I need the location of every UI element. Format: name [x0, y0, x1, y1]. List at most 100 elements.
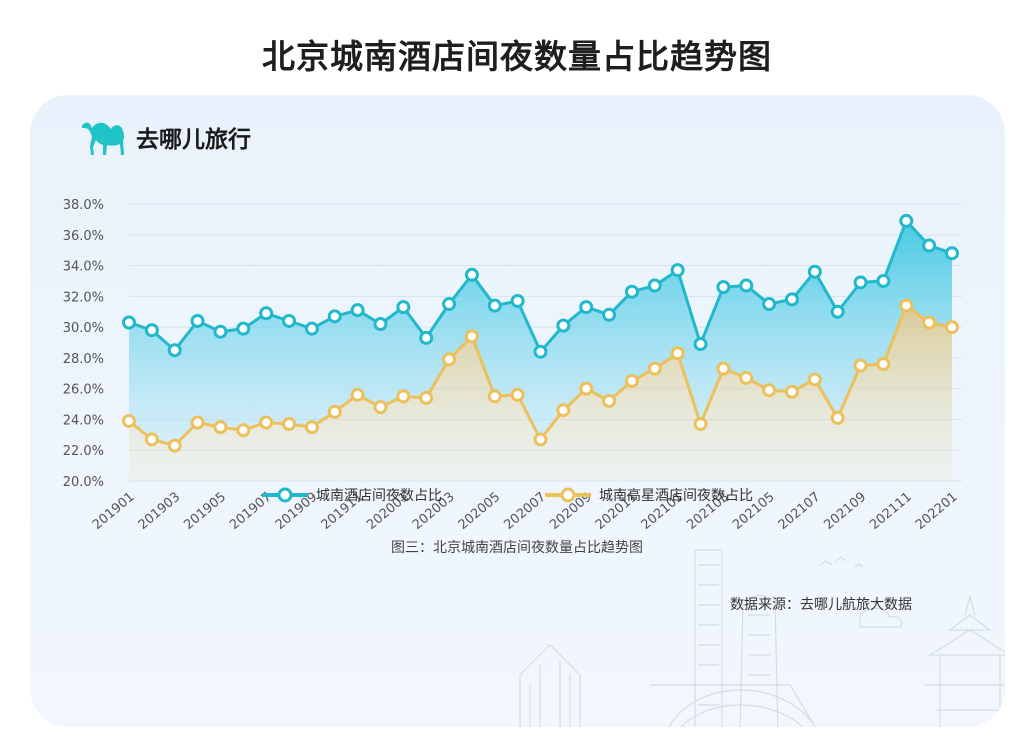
- data-point-series1: [464, 267, 479, 282]
- data-point-series2: [716, 361, 731, 376]
- data-point-series1: [579, 300, 594, 315]
- data-point-series2: [762, 383, 777, 398]
- data-point-series2: [464, 329, 479, 344]
- data-point-series2: [922, 315, 937, 330]
- legend-marker-series2: [545, 487, 591, 503]
- data-point-series1: [327, 309, 342, 324]
- page-title: 北京城南酒店间夜数量占比趋势图: [262, 37, 772, 76]
- data-point-series2: [327, 404, 342, 419]
- data-point-series1: [144, 323, 159, 338]
- y-tick-label: 32.0%: [63, 290, 104, 305]
- y-tick-label: 38.0%: [63, 198, 104, 213]
- data-point-series1: [922, 238, 937, 253]
- data-point-series2: [442, 352, 457, 367]
- data-point-series2: [122, 413, 136, 428]
- x-tick-label: 202201: [913, 490, 961, 533]
- y-tick-label: 22.0%: [63, 444, 104, 459]
- data-point-series2: [533, 432, 548, 447]
- x-tick-label: 202111: [867, 490, 915, 533]
- data-point-series1: [647, 278, 662, 293]
- data-point-series2: [167, 438, 182, 453]
- data-point-series1: [487, 298, 502, 313]
- data-point-series1: [716, 280, 731, 295]
- data-point-series2: [853, 358, 868, 373]
- data-point-series2: [373, 400, 388, 415]
- data-point-series2: [602, 393, 617, 408]
- data-point-series2: [213, 420, 228, 435]
- data-point-series2: [487, 389, 502, 404]
- data-point-series1: [899, 213, 914, 228]
- legend-item-series1: 城南酒店间夜数占比: [262, 485, 442, 505]
- data-point-series2: [144, 432, 159, 447]
- brand-name: 去哪儿旅行: [136, 127, 251, 153]
- y-tick-label: 20.0%: [63, 475, 104, 490]
- data-point-series1: [190, 313, 205, 328]
- data-point-series1: [213, 324, 228, 339]
- data-point-series2: [830, 410, 845, 425]
- data-source: 数据来源：去哪儿航旅大数据: [730, 597, 912, 613]
- y-tick-label: 26.0%: [63, 383, 104, 398]
- data-point-series1: [876, 273, 891, 288]
- data-point-series2: [647, 361, 662, 376]
- y-tick-label: 28.0%: [63, 352, 104, 367]
- data-point-series1: [784, 292, 799, 307]
- data-point-series1: [442, 297, 457, 312]
- skyline-illustration: [519, 549, 1005, 727]
- x-tick-label: 202005: [456, 490, 504, 533]
- data-point-series2: [670, 346, 685, 361]
- x-tick-label: 201905: [181, 490, 229, 533]
- legend-item-series2: 城南高星酒店间夜数占比: [545, 485, 753, 505]
- data-point-series1: [167, 343, 182, 358]
- data-point-series2: [259, 415, 274, 430]
- data-point-series2: [693, 417, 708, 432]
- y-tick-label: 36.0%: [63, 229, 104, 244]
- y-tick-label: 34.0%: [63, 260, 104, 275]
- data-point-series2: [396, 389, 411, 404]
- data-point-series2: [784, 384, 799, 399]
- data-point-series1: [670, 263, 685, 278]
- data-point-series2: [739, 370, 754, 385]
- x-tick-label: 201903: [136, 490, 184, 533]
- x-tick-label: 202109: [821, 490, 869, 533]
- data-point-series2: [899, 298, 914, 313]
- data-point-series2: [350, 387, 365, 402]
- data-point-series2: [236, 423, 251, 438]
- data-point-series2: [945, 320, 959, 335]
- data-point-series1: [693, 337, 708, 352]
- data-point-series1: [236, 321, 251, 336]
- data-point-series1: [533, 344, 548, 359]
- figure-caption: 图三：北京城南酒店间夜数量占比趋势图: [391, 540, 643, 556]
- data-point-series1: [807, 264, 822, 279]
- data-point-series1: [556, 318, 571, 333]
- data-point-series2: [556, 403, 571, 418]
- data-point-series1: [945, 246, 959, 261]
- area-series2: [129, 305, 952, 481]
- data-point-series2: [282, 417, 297, 432]
- data-point-series1: [282, 313, 297, 328]
- data-point-series1: [602, 307, 617, 322]
- data-point-series1: [739, 278, 754, 293]
- data-point-series2: [510, 387, 525, 402]
- legend-label-series1: 城南酒店间夜数占比: [316, 488, 442, 504]
- y-tick-label: 30.0%: [63, 321, 104, 336]
- data-point-series1: [510, 293, 525, 308]
- area-series1: [129, 220, 952, 446]
- data-point-series1: [350, 303, 365, 318]
- data-point-series1: [853, 275, 868, 290]
- camel-icon: [82, 122, 125, 155]
- data-point-series2: [876, 357, 891, 372]
- x-tick-label: 201901: [90, 490, 138, 533]
- legend-marker-series1: [262, 487, 308, 503]
- data-point-series1: [419, 330, 434, 345]
- data-point-series2: [624, 373, 639, 388]
- data-point-series1: [762, 297, 777, 312]
- data-point-series1: [624, 284, 639, 299]
- data-point-series2: [807, 372, 822, 387]
- data-point-series1: [396, 300, 411, 315]
- data-point-series1: [830, 304, 845, 319]
- data-point-series2: [304, 420, 319, 435]
- data-point-series1: [304, 321, 319, 336]
- data-point-series1: [259, 306, 274, 321]
- data-point-series2: [419, 390, 434, 405]
